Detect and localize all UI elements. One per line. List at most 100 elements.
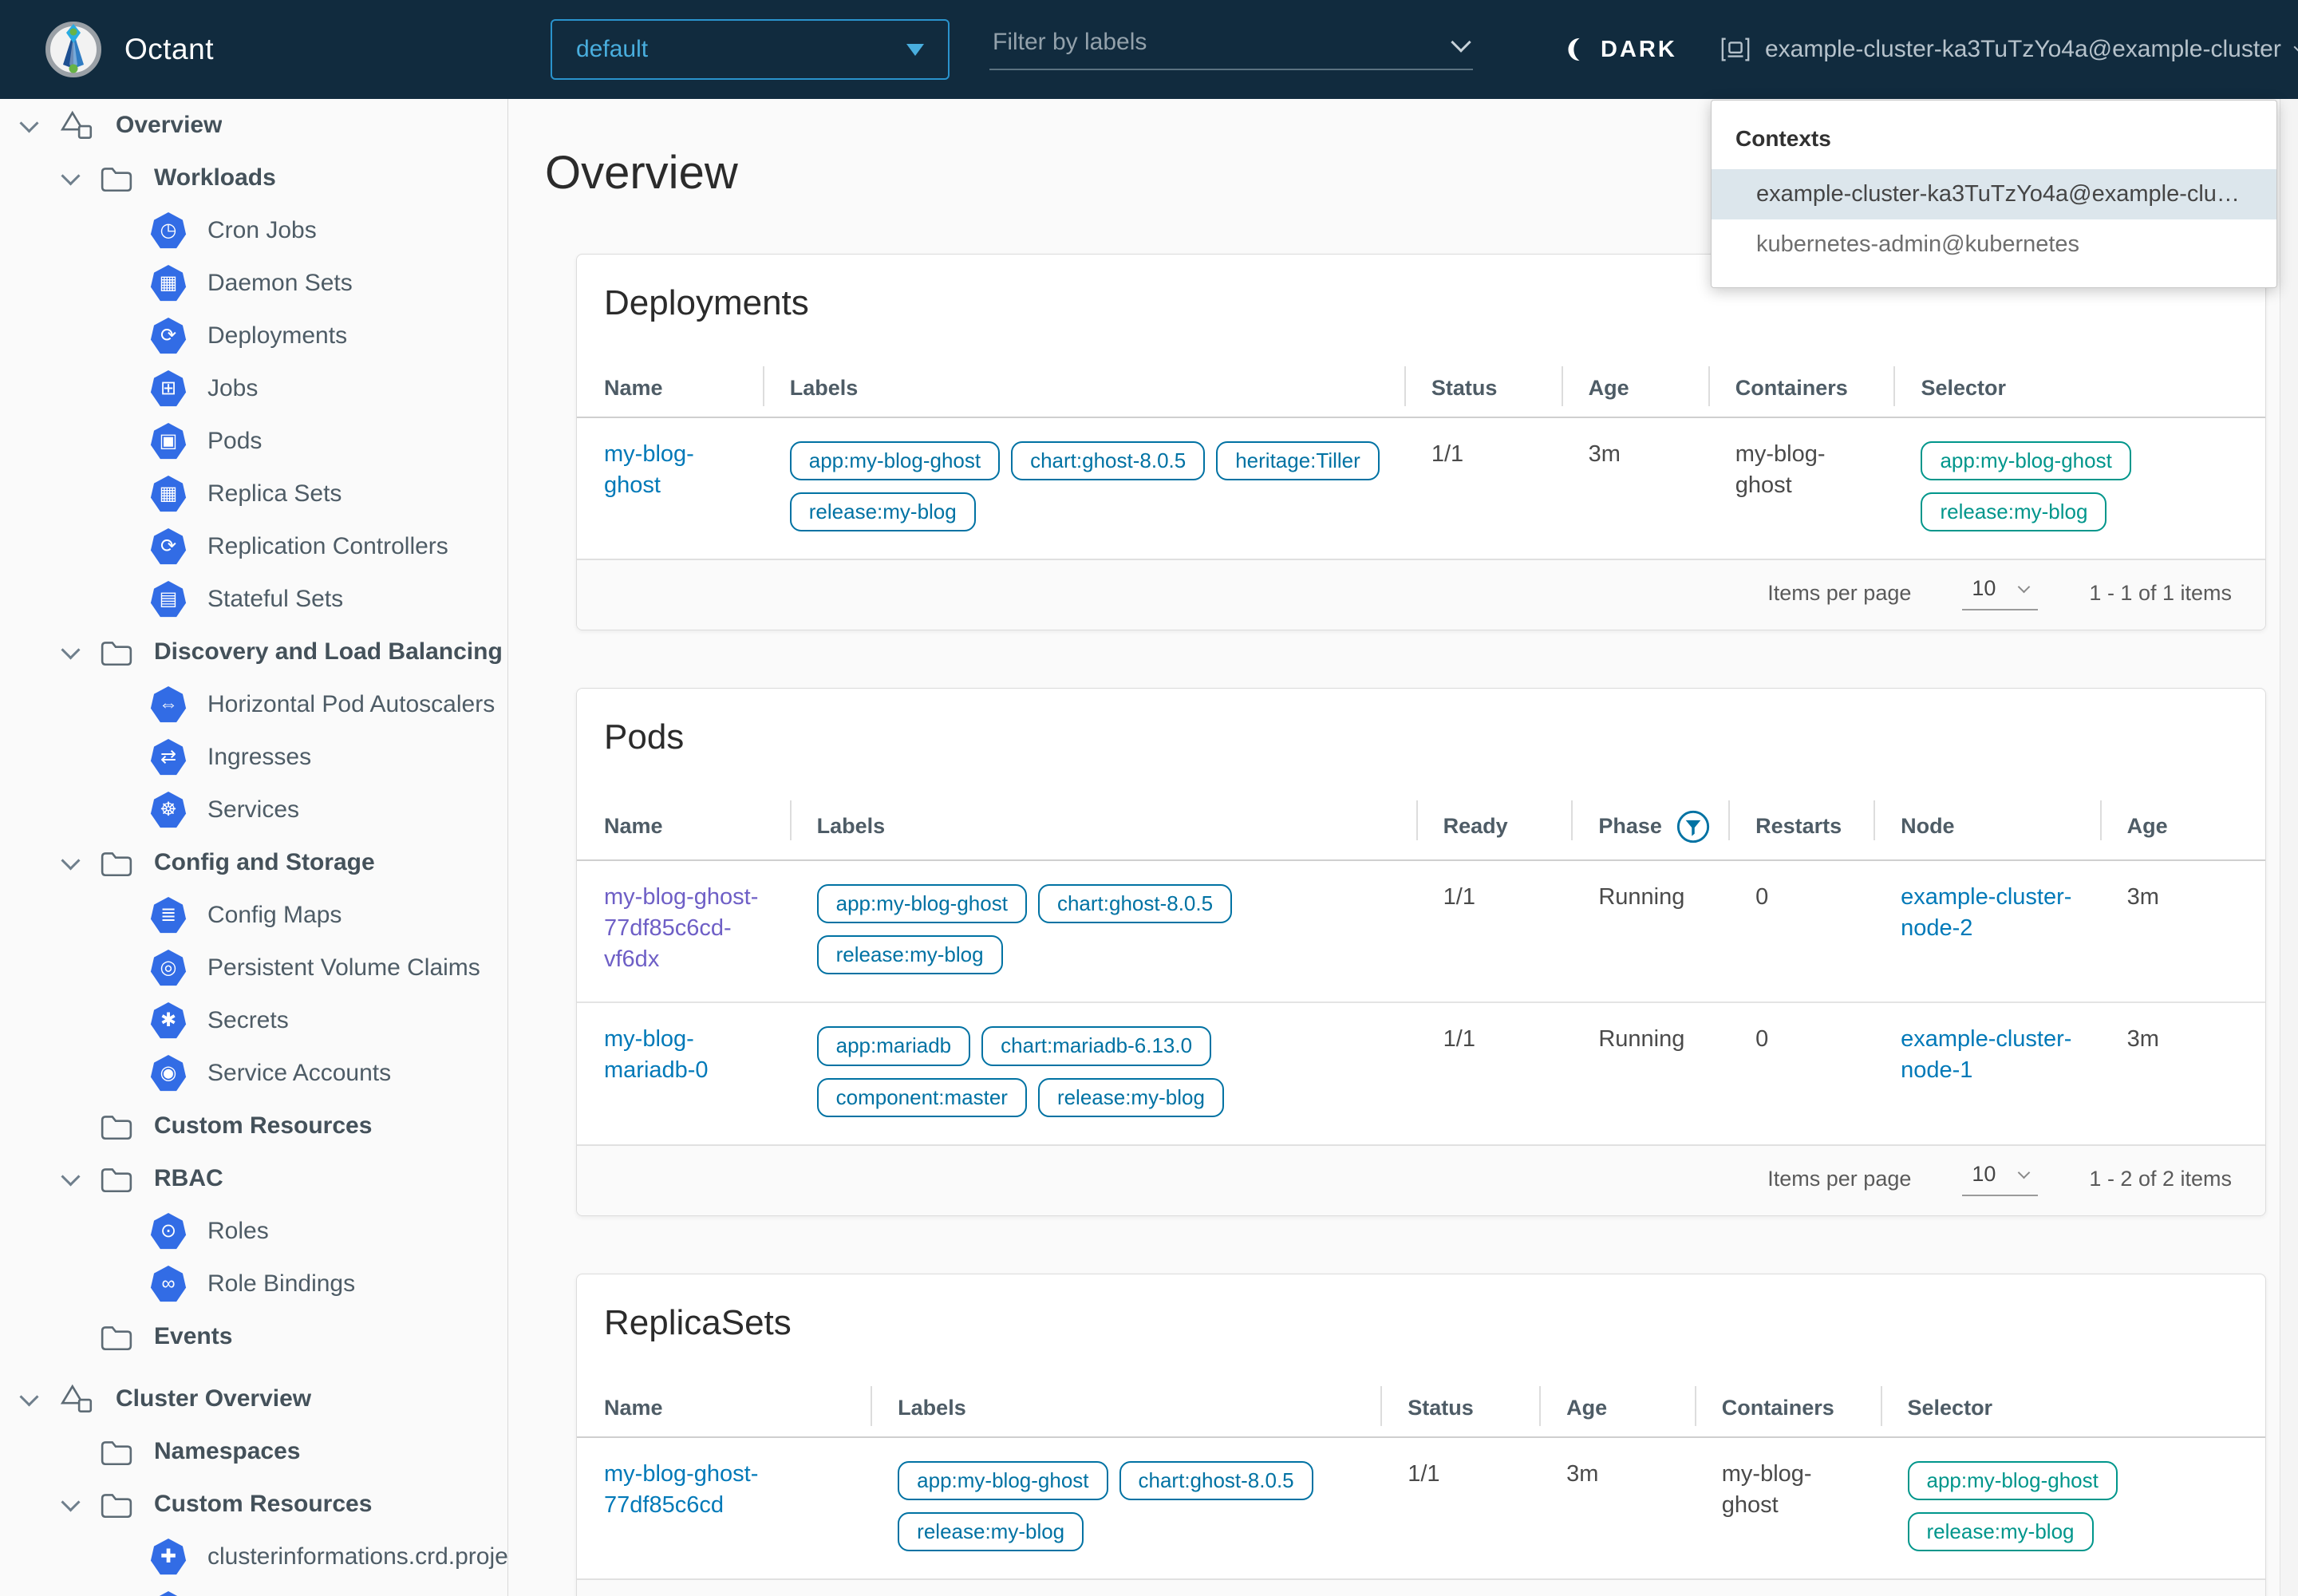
sidebar-item-deployments[interactable]: ⟳ Deployments [0, 310, 507, 362]
page-size-select[interactable]: 10 [1962, 1162, 2038, 1196]
label-filter-input[interactable] [989, 29, 1473, 70]
replicasets-table: Name Labels Status Age Containers Select… [577, 1377, 2265, 1578]
chevron-down-icon[interactable] [19, 113, 38, 132]
sidebar-item-replication-controllers[interactable]: ⟳ Replication Controllers [0, 520, 507, 573]
sidebar-navigation: Overview Workloads ◷ Cron Jobs ▦ Daemon … [0, 99, 508, 1596]
sidebar-item-services[interactable]: ☸ Services [0, 784, 507, 836]
sidebar-item-persistent-volume-claims[interactable]: ◎ Persistent Volume Claims [0, 942, 507, 994]
column-header: Labels [871, 1377, 1380, 1437]
node-link[interactable]: example-cluster-node-2 [1901, 884, 2071, 941]
context-switcher[interactable]: example-cluster-ka3TuTzYo4a@example-clus… [1720, 36, 2298, 63]
sidebar-item-config-maps[interactable]: ≣ Config Maps [0, 889, 507, 942]
ingress-icon: ⇄ [150, 739, 187, 776]
sidebar-item-jobs[interactable]: ⊞ Jobs [0, 362, 507, 415]
cluster-icon [1720, 36, 1751, 63]
chevron-down-icon[interactable] [61, 166, 80, 185]
chevron-down-icon[interactable] [61, 1492, 80, 1511]
sidebar-item-discovery-and-load-balancing[interactable]: Discovery and Load Balancing [0, 626, 507, 678]
label-pill: heritage:Tiller [1216, 441, 1380, 480]
replicasets-card: ReplicaSets Name Labels Status Age Conta… [576, 1274, 2266, 1596]
column-header: Name [577, 357, 763, 417]
sidebar-item-clusterinformations[interactable]: ✚ clusterinformations.crd.projec [0, 1531, 507, 1583]
sidebar-item-rbac[interactable]: RBAC [0, 1152, 507, 1205]
sidebar-item-stateful-sets[interactable]: ▤ Stateful Sets [0, 573, 507, 626]
label-pill: release:my-blog [1038, 1078, 1224, 1117]
sidebar-item-daemon-sets[interactable]: ▦ Daemon Sets [0, 257, 507, 310]
page-size-select[interactable]: 10 [1962, 576, 2038, 610]
label-pill: app:my-blog-ghost [790, 441, 1000, 480]
sidebar-item-cluster-custom-resources[interactable]: Custom Resources [0, 1478, 507, 1531]
chevron-down-icon[interactable] [61, 1167, 80, 1186]
cron-job-icon: ◷ [150, 212, 187, 249]
chevron-down-icon[interactable] [19, 1387, 38, 1406]
sidebar-item-overview[interactable]: Overview [0, 99, 507, 152]
applications-icon [58, 107, 95, 144]
filter-icon[interactable] [1676, 810, 1710, 843]
items-per-page-label: Items per page [1767, 581, 1911, 606]
ready-cell: 1/1 [1416, 1002, 1572, 1144]
sidebar-item-csidrivers[interactable]: ✚ csidrivers.csi.storage.k8s.io [0, 1583, 507, 1596]
pod-name-link[interactable]: my-blog-ghost-77df85c6cd-vf6dx [604, 884, 758, 972]
replicaset-name-link[interactable]: my-blog-ghost-77df85c6cd [604, 1461, 758, 1518]
ready-cell: 1/1 [1416, 860, 1572, 1002]
context-label: example-cluster-ka3TuTzYo4a@example-clus… [1765, 36, 2281, 63]
sidebar-item-pods[interactable]: ▣ Pods [0, 415, 507, 468]
sidebar-item-horizontal-pod-autoscalers[interactable]: ⇔ Horizontal Pod Autoscalers [0, 678, 507, 731]
label-pill: app:my-blog-ghost [817, 884, 1027, 923]
top-header-bar: Octant default DARK example-cluster-ka3T… [0, 0, 2298, 99]
sidebar-item-workloads[interactable]: Workloads [0, 152, 507, 204]
sidebar-item-role-bindings[interactable]: ∞ Role Bindings [0, 1258, 507, 1310]
label-pill: component:master [817, 1078, 1027, 1117]
context-menu-item[interactable]: example-cluster-ka3TuTzYo4a@example-clu… [1712, 169, 2276, 219]
pvc-icon: ◎ [150, 950, 187, 986]
deployment-name-link[interactable]: my-blog-ghost [604, 441, 694, 498]
sidebar-item-service-accounts[interactable]: ◉ Service Accounts [0, 1047, 507, 1100]
pod-name-link[interactable]: my-blog-mariadb-0 [604, 1026, 709, 1083]
sidebar-item-ingresses[interactable]: ⇄ Ingresses [0, 731, 507, 784]
crd-icon: ✚ [150, 1539, 187, 1575]
label-pill: chart:ghost-8.0.5 [1011, 441, 1205, 480]
label-pill: release:my-blog [898, 1512, 1084, 1551]
dark-theme-label: DARK [1601, 37, 1677, 63]
sidebar-item-namespaces[interactable]: Namespaces [0, 1425, 507, 1478]
stateful-set-icon: ▤ [150, 581, 187, 618]
brand: Octant [45, 21, 214, 78]
contexts-dropdown-title: Contexts [1712, 101, 2276, 169]
node-link[interactable]: example-cluster-node-1 [1901, 1026, 2071, 1083]
sidebar-item-cron-jobs[interactable]: ◷ Cron Jobs [0, 204, 507, 257]
sidebar-item-replica-sets[interactable]: ▦ Replica Sets [0, 468, 507, 520]
secret-icon: ✱ [150, 1002, 187, 1039]
chevron-down-icon[interactable] [61, 851, 80, 870]
label-pill: chart:ghost-8.0.5 [1119, 1461, 1313, 1500]
selector-pill: app:my-blog-ghost [1921, 441, 2130, 480]
vertical-scrollbar[interactable] [2280, 99, 2298, 1596]
crd-icon: ✚ [150, 1591, 187, 1596]
column-header: Age [1539, 1377, 1695, 1437]
sidebar-item-roles[interactable]: ⊙ Roles [0, 1205, 507, 1258]
sidebar-item-cluster-overview[interactable]: Cluster Overview [0, 1373, 507, 1425]
context-menu-item[interactable]: kubernetes-admin@kubernetes [1712, 219, 2276, 270]
caret-down-icon [906, 44, 924, 56]
folder-icon [100, 164, 133, 192]
deployments-table: Name Labels Status Age Containers Select… [577, 357, 2265, 559]
containers-cell: my-blog-ghost [1708, 417, 1894, 559]
chevron-down-icon[interactable] [61, 640, 80, 659]
sidebar-item-config-and-storage[interactable]: Config and Storage [0, 836, 507, 889]
column-header: Selector [1893, 357, 2265, 417]
sidebar-item-custom-resources[interactable]: Custom Resources [0, 1100, 507, 1152]
namespace-select[interactable]: default [551, 19, 950, 80]
label-pill: release:my-blog [817, 935, 1003, 974]
label-pill: app:mariadb [817, 1026, 971, 1065]
pod-icon: ▣ [150, 423, 187, 460]
selector-pill: release:my-blog [1908, 1512, 2094, 1551]
label-filter-field [989, 29, 1473, 70]
service-icon: ☸ [150, 792, 187, 828]
replication-controller-icon: ⟳ [150, 528, 187, 565]
column-header: Containers [1695, 1377, 1881, 1437]
dark-theme-toggle[interactable]: DARK [1561, 36, 1677, 63]
replica-set-icon: ▦ [150, 476, 187, 512]
table-row: my-blog-mariadb-0 app:mariadbchart:maria… [577, 1002, 2265, 1144]
sidebar-item-events[interactable]: Events [0, 1310, 507, 1363]
sidebar-item-secrets[interactable]: ✱ Secrets [0, 994, 507, 1047]
octant-logo-icon [45, 21, 102, 78]
